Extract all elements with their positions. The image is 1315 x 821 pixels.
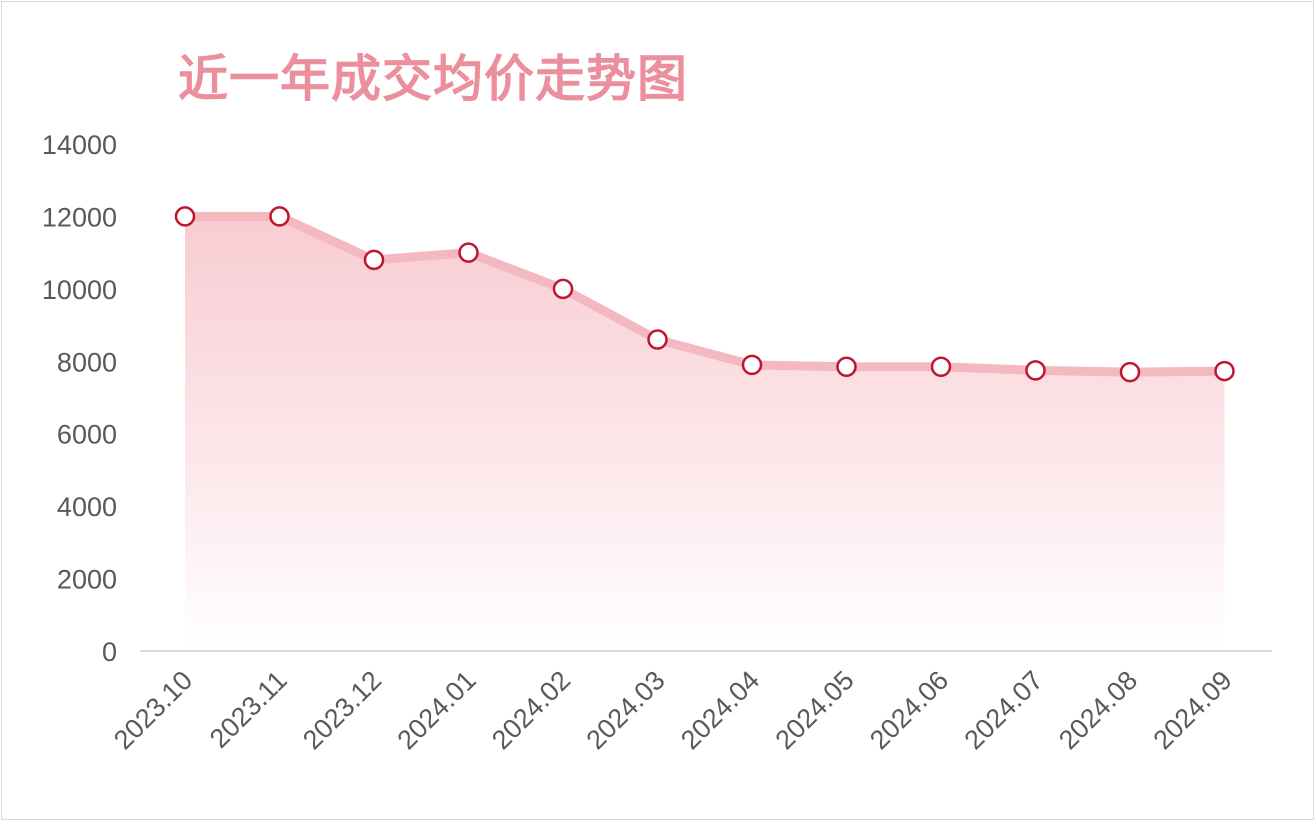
data-point-marker bbox=[1214, 360, 1235, 382]
marker-layer bbox=[174, 206, 1235, 383]
data-point-marker bbox=[647, 329, 668, 350]
data-point-marker bbox=[552, 278, 574, 300]
area-layer bbox=[185, 216, 1225, 651]
data-point-marker bbox=[174, 206, 196, 227]
y-tick-label: 14000 bbox=[42, 130, 117, 160]
y-tick-label: 12000 bbox=[42, 202, 117, 232]
x-tick-label: 2024.03 bbox=[581, 665, 671, 755]
y-axis-ticks: 0 2000 4000 6000 8000 10000 12000 14000 bbox=[42, 130, 117, 667]
series-area bbox=[185, 216, 1225, 651]
y-tick-label: 10000 bbox=[42, 275, 117, 305]
series-line bbox=[180, 211, 1229, 377]
data-point-marker bbox=[458, 242, 479, 263]
x-tick-label: 2024.04 bbox=[675, 665, 765, 755]
chart-title: 近一年成交均价走势图 bbox=[178, 49, 688, 108]
y-tick-label: 6000 bbox=[57, 420, 117, 450]
data-point-marker bbox=[1025, 360, 1046, 381]
data-point-marker bbox=[836, 356, 857, 377]
data-point-marker bbox=[930, 356, 952, 377]
x-tick-label: 2024.05 bbox=[770, 665, 860, 755]
y-tick-label: 8000 bbox=[57, 347, 117, 377]
x-tick-label: 2024.01 bbox=[392, 665, 482, 755]
data-point-marker bbox=[741, 354, 763, 376]
y-tick-label: 2000 bbox=[57, 565, 117, 595]
data-point-marker bbox=[1119, 361, 1141, 383]
x-tick-label: 2023.10 bbox=[108, 665, 198, 755]
y-tick-label: 0 bbox=[102, 637, 117, 667]
y-tick-label: 4000 bbox=[57, 492, 117, 522]
x-tick-label: 2023.11 bbox=[204, 665, 293, 754]
x-tick-label: 2024.02 bbox=[486, 665, 576, 755]
data-point-marker bbox=[363, 249, 385, 271]
x-tick-label: 2024.09 bbox=[1148, 665, 1238, 755]
x-axis-ticks: 2023.10 2023.11 2023.12 2024.01 2024.02 2024.… bbox=[108, 665, 1238, 755]
x-tick-label: 2024.08 bbox=[1053, 665, 1143, 755]
line-layer bbox=[180, 211, 1229, 377]
data-point-marker bbox=[269, 206, 290, 227]
x-tick-label: 2024.06 bbox=[864, 665, 954, 755]
x-tick-label: 2023.12 bbox=[297, 665, 387, 755]
x-tick-label: 2024.07 bbox=[959, 665, 1049, 755]
